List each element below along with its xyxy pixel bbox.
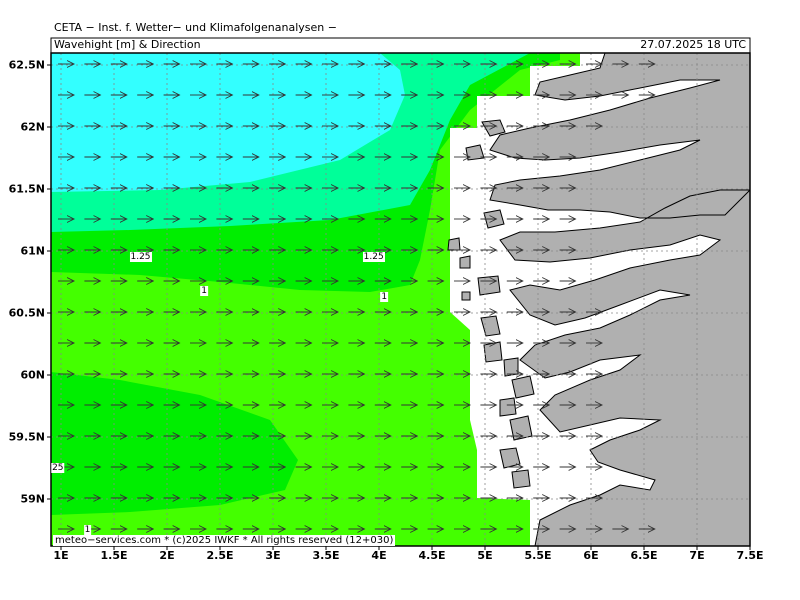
island xyxy=(509,415,533,441)
y-tick-label: 62.5N xyxy=(8,58,45,72)
x-tick-label: 3.5E xyxy=(312,549,340,562)
island xyxy=(483,341,503,363)
island xyxy=(480,315,501,337)
wave-field-south-lowmid xyxy=(51,372,298,515)
x-tick-label: 5E xyxy=(477,549,493,562)
y-tick-label: 60N xyxy=(20,368,45,382)
header-box xyxy=(50,37,751,54)
island xyxy=(477,275,501,296)
y-tick-label: 61N xyxy=(20,244,45,258)
x-tick-label: 1.5E xyxy=(100,549,128,562)
contour-label: 25 xyxy=(51,463,65,473)
contour-label: 1 xyxy=(83,525,92,535)
island xyxy=(499,397,517,417)
island xyxy=(511,375,535,399)
map-subtitle: Wavehight [m] & Direction xyxy=(54,38,201,51)
island xyxy=(459,255,471,269)
x-tick-label: 2E xyxy=(159,549,175,562)
y-tick-label: 59.5N xyxy=(8,430,45,444)
x-tick-label: 5.5E xyxy=(524,549,552,562)
x-tick-label: 3E xyxy=(265,549,281,562)
x-tick-label: 1E xyxy=(53,549,69,562)
contour-label: 1.25 xyxy=(129,252,152,263)
contour-label: 1 xyxy=(200,285,208,296)
island xyxy=(447,237,461,251)
x-tick-label: 6.5E xyxy=(630,549,658,562)
island xyxy=(503,357,519,377)
y-tick-label: 61.5N xyxy=(8,182,45,196)
x-tick-label: 2.5E xyxy=(206,549,234,562)
copyright-footer: meteo−services.com * (c)2025 IWKF * All … xyxy=(53,535,396,546)
island xyxy=(499,447,521,469)
map-title: CETA − Inst. f. Wetter− und Klimafolgena… xyxy=(54,21,337,34)
land-norway xyxy=(489,53,750,546)
x-tick-label: 4E xyxy=(371,549,387,562)
y-tick-label: 59N xyxy=(20,492,45,506)
x-tick-label: 7E xyxy=(689,549,705,562)
contour-label: 1 xyxy=(380,291,389,302)
y-tick-label: 62N xyxy=(20,120,45,134)
x-tick-label: 4.5E xyxy=(418,549,446,562)
island xyxy=(461,291,471,301)
x-tick-label: 7.5E xyxy=(736,549,764,562)
valid-datetime: 27.07.2025 18 UTC xyxy=(640,38,746,51)
island xyxy=(511,469,531,489)
x-tick-label: 6E xyxy=(583,549,599,562)
y-tick-label: 60.5N xyxy=(8,306,45,320)
contour-label: 1.25 xyxy=(362,252,385,263)
